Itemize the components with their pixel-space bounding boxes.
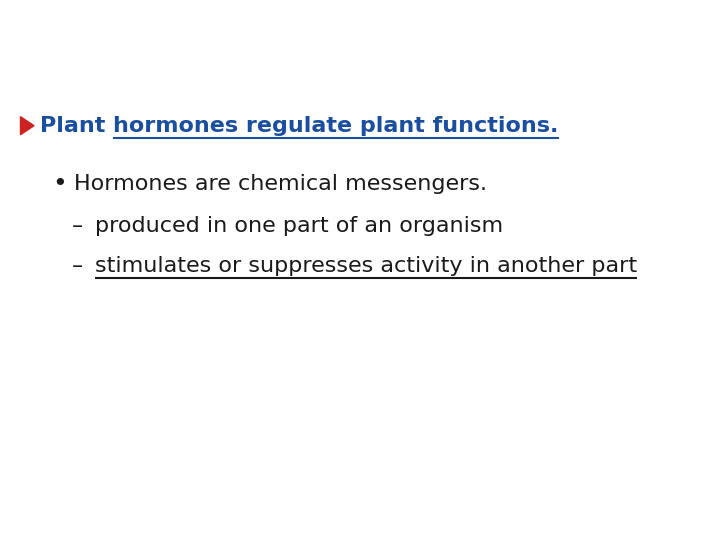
- Text: hormones regulate plant functions: hormones regulate plant functions: [113, 116, 550, 136]
- Text: stimulates or suppresses activity in another part: stimulates or suppresses activity in ano…: [95, 256, 637, 276]
- Text: Plant: Plant: [40, 116, 113, 136]
- Text: –: –: [72, 256, 84, 276]
- Text: Hormones are chemical messengers.: Hormones are chemical messengers.: [74, 174, 487, 194]
- Text: produced in one part of an organism: produced in one part of an organism: [95, 215, 503, 235]
- Text: –: –: [72, 215, 84, 235]
- Text: •: •: [52, 172, 67, 195]
- Polygon shape: [20, 117, 34, 134]
- Text: .: .: [550, 116, 559, 136]
- Text: 22.5    Plant Hormones and Responses: 22.5 Plant Hormones and Responses: [13, 25, 720, 59]
